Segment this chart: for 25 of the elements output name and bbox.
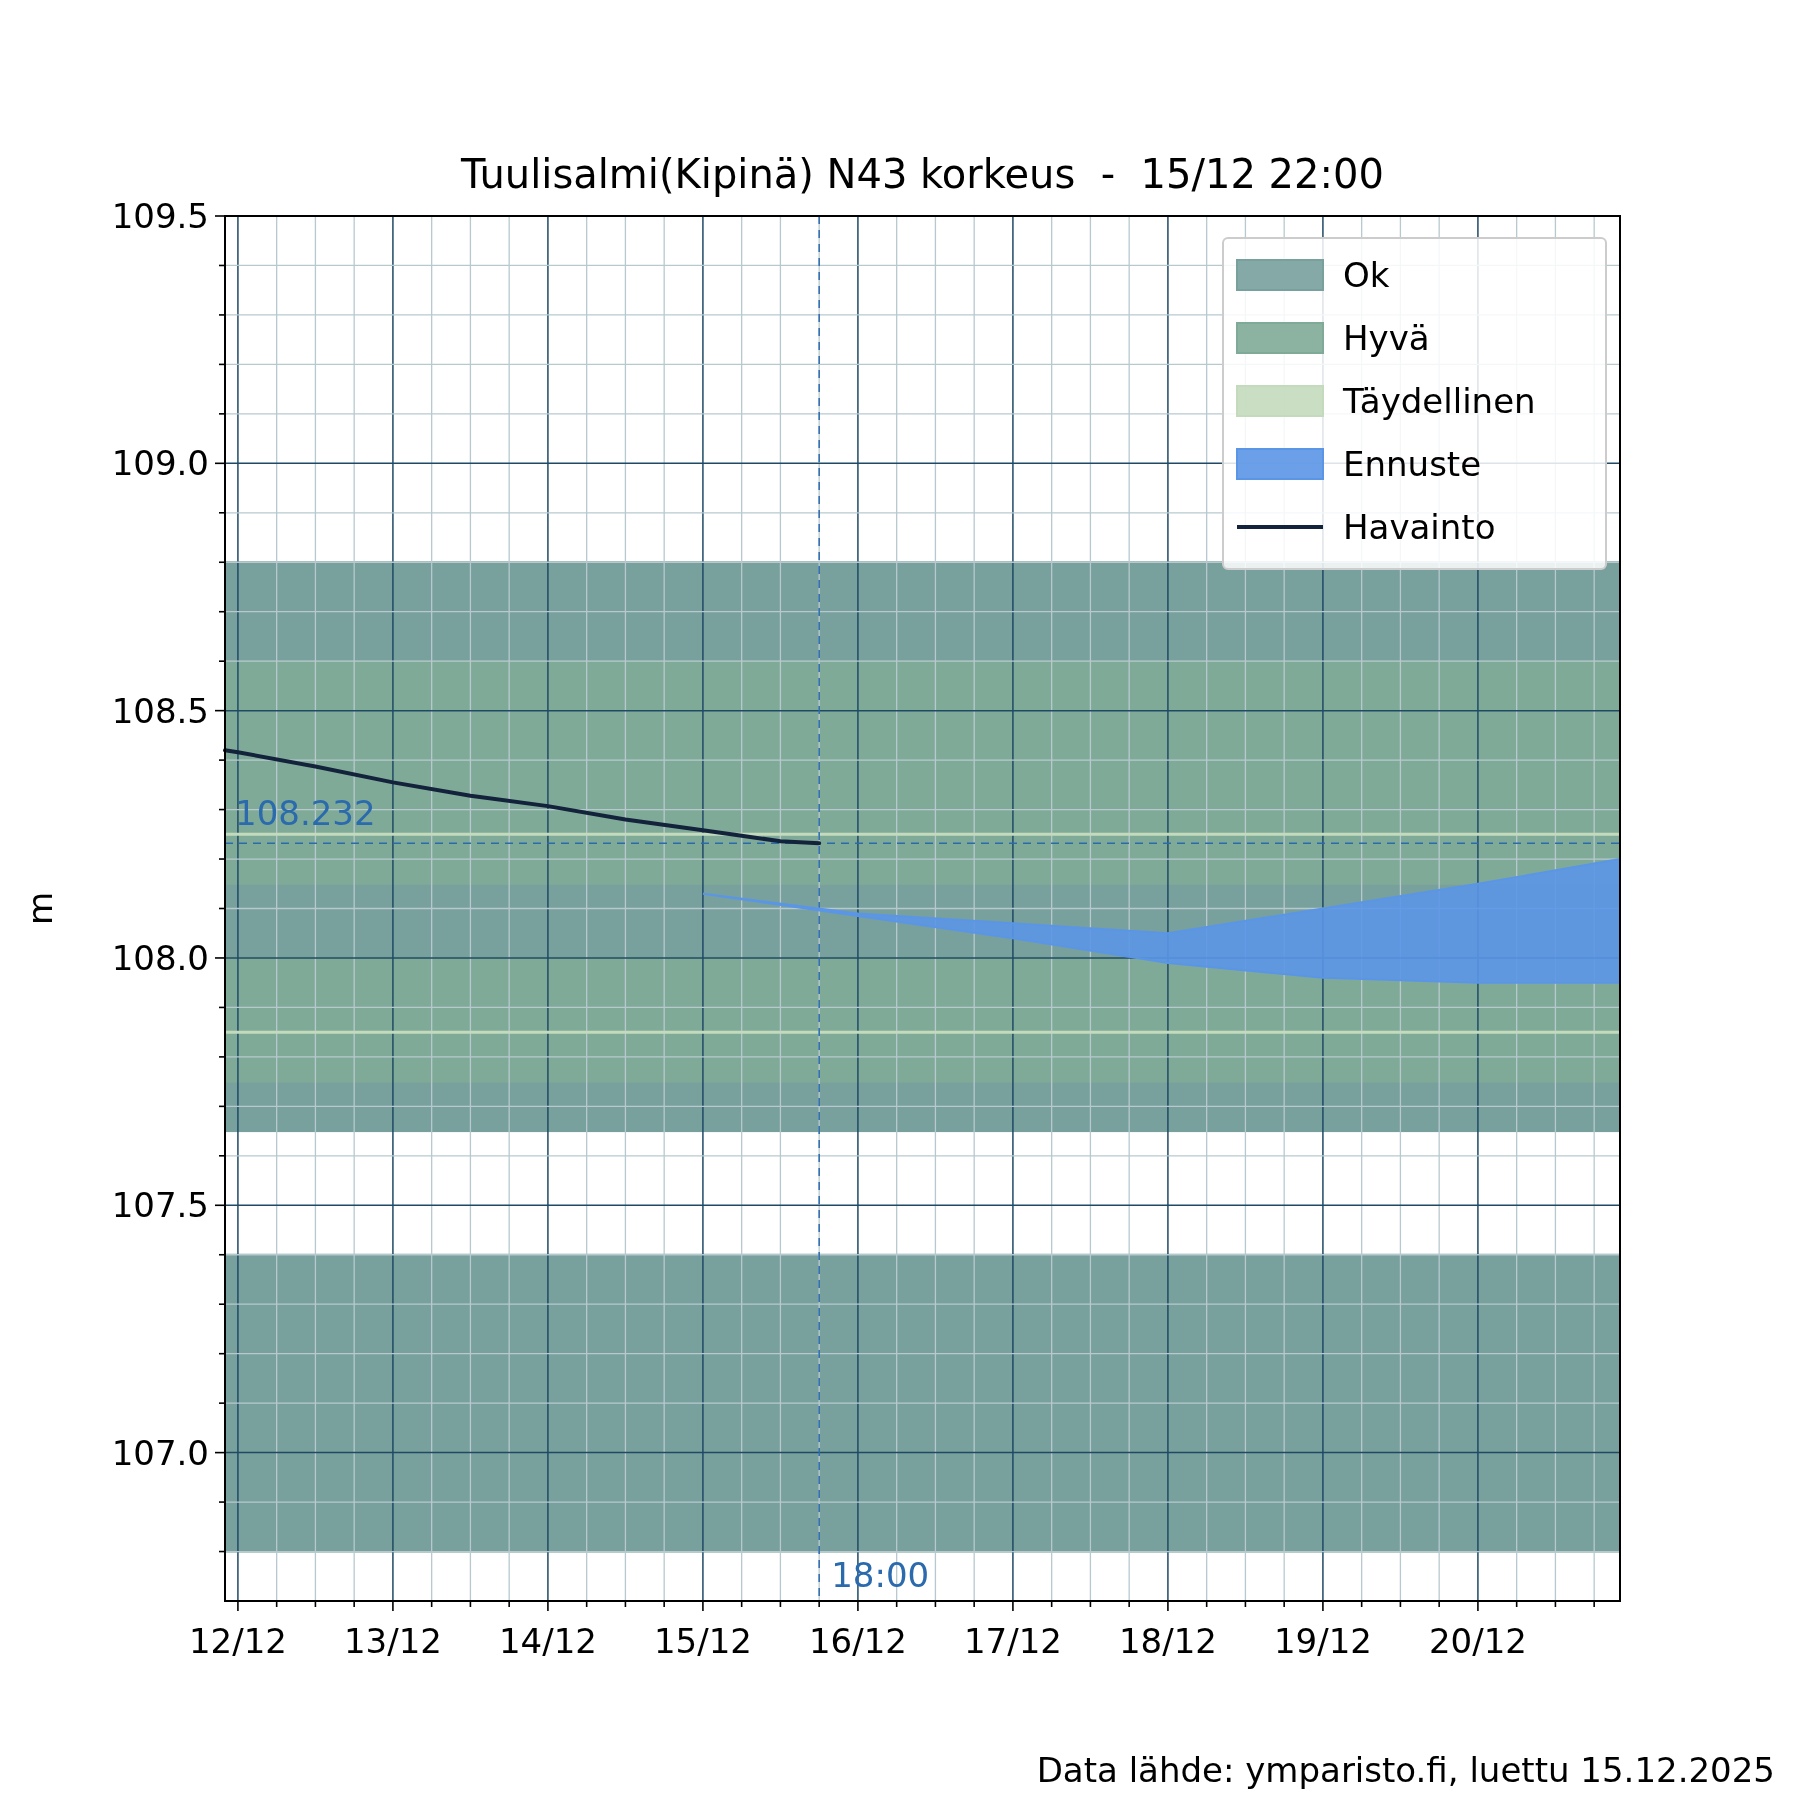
y-axis-title: m: [20, 891, 60, 926]
chart-title: Tuulisalmi(Kipinä) N43 korkeus - 15/12 22:00: [460, 151, 1384, 197]
x-tick-label: 20/12: [1428, 1621, 1527, 1661]
legend-label: Hyvä: [1343, 317, 1430, 358]
x-tick-label: 18/12: [1118, 1621, 1217, 1661]
y-tick-label: 108.5: [111, 690, 209, 731]
text: Data lähde: ymparisto.fi, luettu 15.12.2025: [1036, 1750, 1775, 1790]
legend-label: Täydellinen: [1342, 380, 1536, 421]
x-tick-label: 16/12: [808, 1621, 907, 1661]
y-tick-label: 107.0: [111, 1432, 209, 1473]
legend-label: Ok: [1343, 254, 1390, 295]
x-tick-label: 15/12: [653, 1621, 752, 1661]
y-tick-label: 109.5: [111, 195, 209, 236]
legend-label: Ennuste: [1343, 443, 1482, 484]
x-tick-label: 12/12: [188, 1621, 287, 1661]
ref-line-label: 108.232: [235, 793, 376, 834]
x-tick-label: 13/12: [343, 1621, 442, 1661]
x-tick-label: 14/12: [498, 1621, 597, 1661]
legend-label: Havainto: [1343, 506, 1496, 547]
x-tick-label: 17/12: [963, 1621, 1062, 1661]
x-tick-label: 19/12: [1273, 1621, 1372, 1661]
line-series: [223, 748, 822, 846]
y-tick-label: 108.0: [111, 937, 209, 978]
y-tick-label: 107.5: [111, 1185, 209, 1226]
y-tick-label: 109.0: [111, 443, 209, 484]
